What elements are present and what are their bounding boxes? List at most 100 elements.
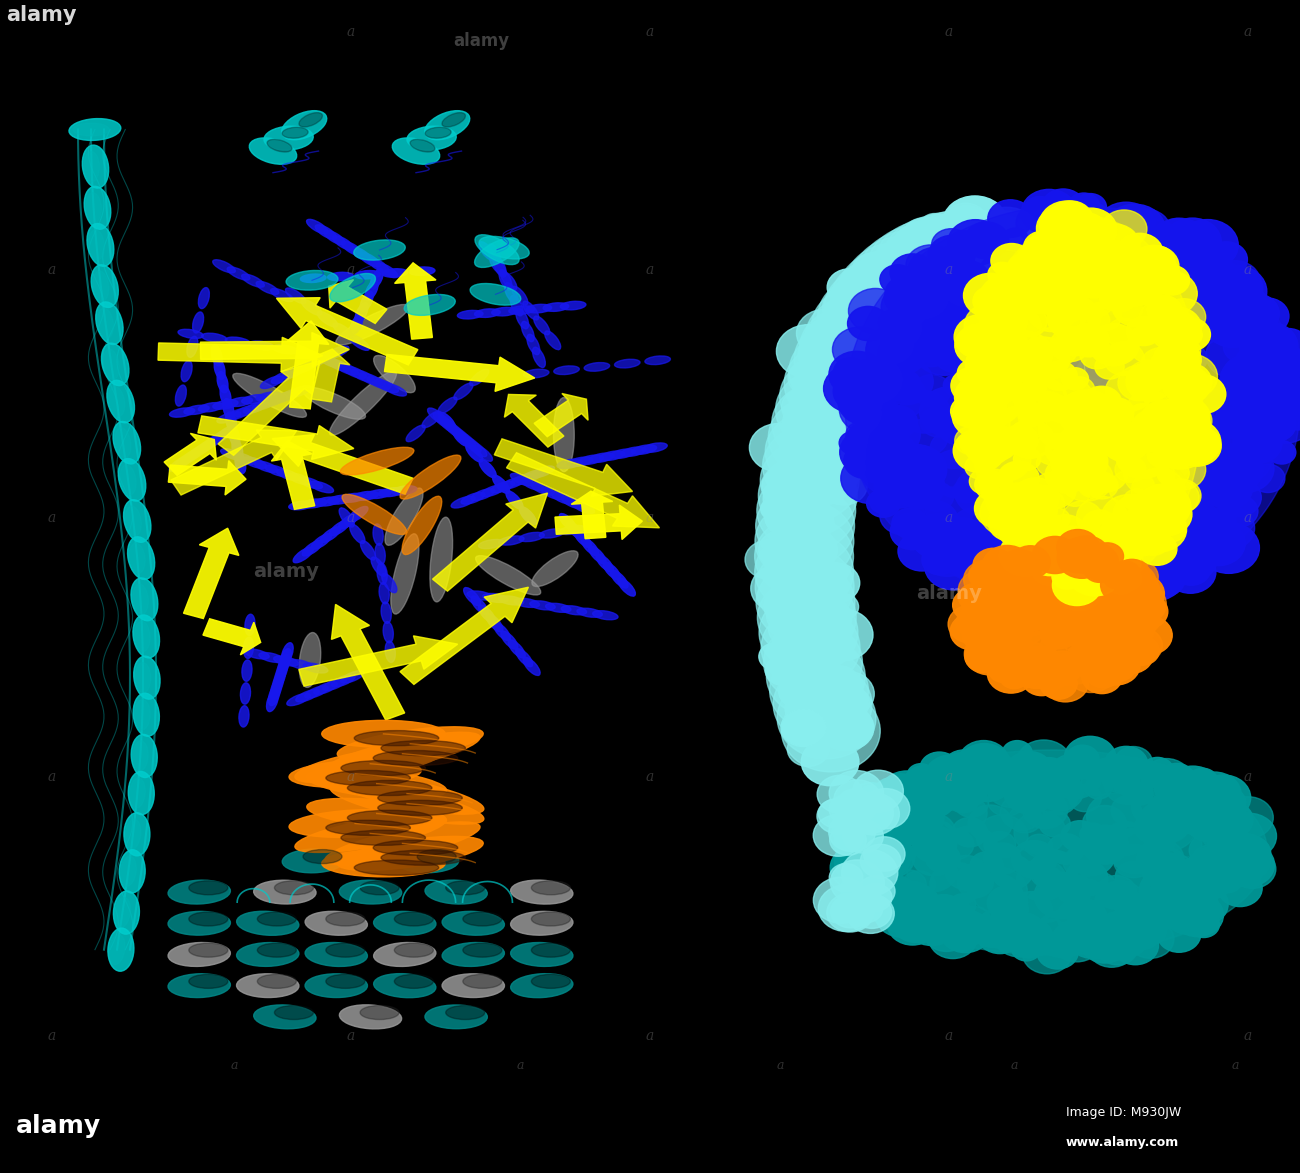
Circle shape: [879, 406, 918, 438]
Circle shape: [757, 469, 855, 551]
Circle shape: [1147, 441, 1180, 468]
Ellipse shape: [270, 392, 294, 404]
Circle shape: [1040, 352, 1101, 404]
Circle shape: [1126, 616, 1173, 655]
Circle shape: [1027, 290, 1076, 332]
Circle shape: [1112, 651, 1139, 673]
Ellipse shape: [83, 151, 99, 182]
Circle shape: [984, 317, 1020, 346]
Circle shape: [840, 386, 896, 433]
Circle shape: [820, 332, 863, 368]
Circle shape: [757, 562, 855, 644]
Circle shape: [857, 808, 884, 830]
Ellipse shape: [530, 466, 555, 477]
Polygon shape: [164, 433, 216, 475]
Circle shape: [971, 868, 1027, 914]
Ellipse shape: [341, 494, 365, 502]
Circle shape: [1082, 769, 1113, 795]
Ellipse shape: [254, 1005, 316, 1029]
Circle shape: [1057, 899, 1102, 936]
Circle shape: [1091, 543, 1123, 570]
Circle shape: [1035, 572, 1070, 602]
Circle shape: [1082, 472, 1180, 554]
Circle shape: [962, 389, 1006, 426]
Circle shape: [1154, 765, 1199, 802]
Circle shape: [1105, 766, 1150, 805]
Circle shape: [1106, 318, 1143, 348]
Circle shape: [863, 836, 905, 872]
Circle shape: [854, 877, 902, 917]
Circle shape: [1027, 758, 1070, 793]
Circle shape: [1017, 859, 1066, 901]
Ellipse shape: [533, 347, 545, 367]
Text: alamy: alamy: [916, 584, 982, 603]
Ellipse shape: [478, 540, 504, 549]
Circle shape: [1176, 514, 1206, 538]
Circle shape: [794, 362, 842, 402]
Circle shape: [1057, 297, 1121, 350]
Circle shape: [1088, 378, 1147, 427]
Ellipse shape: [341, 447, 413, 475]
Circle shape: [1117, 426, 1147, 452]
Ellipse shape: [225, 337, 251, 346]
Circle shape: [959, 250, 1005, 287]
Text: a: a: [1244, 1029, 1252, 1043]
Ellipse shape: [338, 514, 359, 529]
Circle shape: [1022, 277, 1121, 359]
Circle shape: [1123, 453, 1174, 495]
Circle shape: [933, 518, 991, 565]
Ellipse shape: [325, 822, 480, 865]
Ellipse shape: [199, 287, 209, 308]
Circle shape: [1160, 269, 1219, 318]
Ellipse shape: [231, 439, 243, 460]
Ellipse shape: [315, 497, 339, 506]
Circle shape: [819, 705, 874, 751]
Circle shape: [1076, 651, 1114, 683]
Ellipse shape: [282, 366, 306, 379]
Circle shape: [1121, 581, 1153, 608]
Circle shape: [1002, 229, 1028, 250]
Circle shape: [1065, 861, 1108, 896]
Circle shape: [1180, 873, 1217, 902]
Circle shape: [932, 211, 1031, 293]
Ellipse shape: [376, 380, 399, 393]
Circle shape: [1095, 354, 1124, 379]
Circle shape: [811, 698, 868, 747]
Ellipse shape: [315, 351, 338, 364]
Ellipse shape: [341, 760, 425, 775]
Circle shape: [1046, 344, 1080, 371]
Circle shape: [1080, 312, 1143, 365]
Circle shape: [1187, 805, 1231, 842]
Circle shape: [861, 836, 907, 875]
Circle shape: [948, 219, 1004, 265]
Circle shape: [1032, 536, 1078, 574]
Circle shape: [1204, 468, 1252, 509]
Ellipse shape: [374, 543, 385, 564]
Ellipse shape: [474, 308, 500, 318]
Circle shape: [1119, 628, 1162, 663]
Circle shape: [1236, 398, 1295, 446]
Circle shape: [1027, 541, 1065, 572]
Circle shape: [907, 211, 1006, 293]
Circle shape: [1114, 574, 1165, 615]
Circle shape: [970, 537, 1019, 578]
Circle shape: [1032, 472, 1076, 509]
Circle shape: [907, 290, 967, 340]
Circle shape: [992, 378, 1031, 411]
Circle shape: [954, 435, 1002, 475]
Circle shape: [1089, 585, 1122, 612]
Circle shape: [1161, 893, 1209, 931]
Circle shape: [1101, 760, 1140, 793]
Ellipse shape: [341, 830, 425, 846]
Circle shape: [1030, 300, 1083, 344]
Circle shape: [941, 521, 994, 565]
Circle shape: [903, 419, 948, 456]
Ellipse shape: [463, 943, 502, 957]
Circle shape: [963, 623, 994, 649]
Circle shape: [1171, 894, 1223, 936]
Circle shape: [1035, 873, 1089, 918]
Text: www.alamy.com: www.alamy.com: [1066, 1137, 1179, 1150]
Ellipse shape: [256, 282, 278, 294]
Circle shape: [846, 422, 874, 445]
Circle shape: [881, 314, 913, 341]
